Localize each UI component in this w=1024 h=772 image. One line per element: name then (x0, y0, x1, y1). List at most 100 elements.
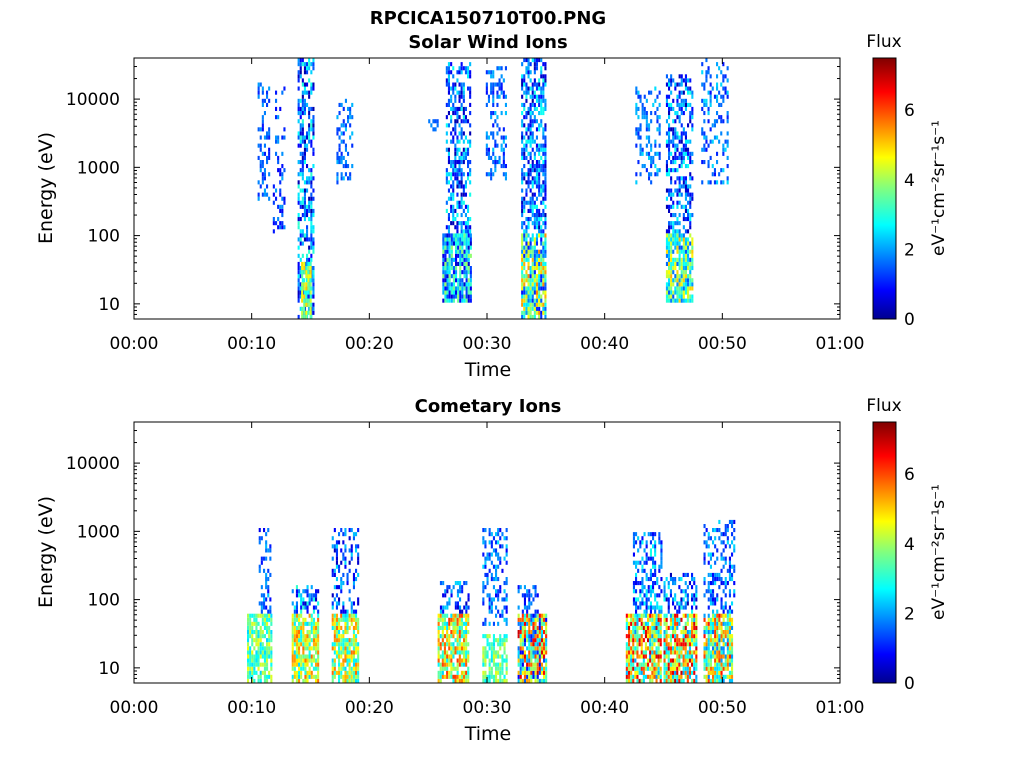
spectrogram-cell (258, 193, 260, 197)
spectrogram-cell (653, 675, 655, 679)
spectrogram-cell (461, 103, 463, 107)
spectrogram-cell (349, 528, 351, 532)
y-axis-label: Energy (eV) (35, 132, 57, 244)
spectrogram-cell (708, 589, 710, 593)
spectrogram-cell (689, 634, 691, 638)
spectrogram-cell (499, 679, 501, 683)
spectrogram-cell (635, 606, 637, 610)
spectrogram-cell (676, 646, 678, 650)
spectrogram-cell (489, 597, 491, 601)
spectrogram-cell (731, 610, 733, 614)
spectrogram-cell (450, 618, 452, 622)
spectrogram-cell (683, 213, 685, 217)
spectrogram-cell (447, 242, 449, 246)
spectrogram-cell (708, 561, 710, 565)
spectrogram-cell (347, 630, 349, 634)
spectrogram-cell (545, 646, 547, 650)
spectrogram-cell (334, 642, 336, 646)
spectrogram-cell (714, 136, 716, 140)
spectrogram-cell (544, 299, 546, 303)
spectrogram-cell (446, 168, 448, 172)
spectrogram-cell (689, 201, 691, 205)
spectrogram-cell (706, 663, 708, 667)
spectrogram-cell (683, 295, 685, 299)
spectrogram-cell (306, 62, 308, 66)
spectrogram-cell (304, 642, 306, 646)
spectrogram-cell (459, 258, 461, 262)
spectrogram-cell (712, 655, 714, 659)
spectrogram-cell (310, 291, 312, 295)
spectrogram-cell (716, 548, 718, 552)
spectrogram-cell (450, 62, 452, 66)
spectrogram-cell (672, 597, 674, 601)
spectrogram-cell (522, 663, 524, 667)
spectrogram-cell (268, 618, 270, 622)
spectrogram-cell (351, 622, 353, 626)
spectrogram-cell (452, 197, 454, 201)
spectrogram-cell (538, 266, 540, 270)
spectrogram-cell (466, 233, 468, 237)
spectrogram-cell (644, 593, 646, 597)
spectrogram-cell (678, 577, 680, 581)
spectrogram-cell (652, 532, 654, 536)
spectrogram-cell (687, 103, 689, 107)
spectrogram-cell (438, 675, 440, 679)
spectrogram-cell (632, 646, 634, 650)
spectrogram-cell (277, 160, 279, 164)
spectrogram-cell (281, 205, 283, 209)
spectrogram-cell (676, 217, 678, 221)
spectrogram-cell (530, 618, 532, 622)
spectrogram-cell (258, 197, 260, 201)
spectrogram-cell (521, 266, 523, 270)
spectrogram-cell (456, 205, 458, 209)
spectrogram-cell (545, 622, 547, 626)
spectrogram-cell (302, 107, 304, 111)
spectrogram-cell (532, 184, 534, 188)
spectrogram-cell (674, 597, 676, 601)
spectrogram-cell (532, 650, 534, 654)
spectrogram-cell (275, 140, 277, 144)
spectrogram-cell (334, 573, 336, 577)
spectrogram-cell (536, 99, 538, 103)
spectrogram-cell (493, 638, 495, 642)
spectrogram-cell (526, 593, 528, 597)
spectrogram-cell (456, 193, 458, 197)
spectrogram-cell (637, 536, 639, 540)
spectrogram-cell (269, 610, 271, 614)
spectrogram-cell (521, 119, 523, 123)
spectrogram-cell (532, 209, 534, 213)
spectrogram-cell (448, 160, 450, 164)
spectrogram-cell (438, 626, 440, 630)
spectrogram-cell (672, 119, 674, 123)
spectrogram-cell (672, 601, 674, 605)
spectrogram-cell (630, 667, 632, 671)
spectrogram-cell (313, 626, 315, 630)
spectrogram-cell (270, 650, 272, 654)
spectrogram-cell (262, 123, 264, 127)
spectrogram-cell (518, 618, 520, 622)
spectrogram-cell (468, 278, 470, 282)
spectrogram-cell (544, 62, 546, 66)
spectrogram-cell (674, 136, 676, 140)
spectrogram-cell (357, 642, 359, 646)
spectrogram-cell (647, 626, 649, 630)
spectrogram-cell (298, 671, 300, 675)
spectrogram-cell (518, 622, 520, 626)
spectrogram-cell (654, 111, 656, 115)
spectrogram-cell (628, 626, 630, 630)
spectrogram-cell (637, 548, 639, 552)
spectrogram-cell (470, 286, 472, 290)
spectrogram-cell (450, 221, 452, 225)
spectrogram-cell (446, 103, 448, 107)
spectrogram-cell (685, 671, 687, 675)
spectrogram-cell (536, 278, 538, 282)
spectrogram-cell (681, 103, 683, 107)
spectrogram-cell (298, 626, 300, 630)
spectrogram-cell (664, 679, 666, 683)
spectrogram-cell (687, 152, 689, 156)
figure-title: RPCICA150710T00.PNG (370, 8, 606, 29)
spectrogram-cell (336, 557, 338, 561)
x-axis-label: Time (464, 359, 512, 381)
spectrogram-cell (689, 655, 691, 659)
spectrogram-cell (695, 663, 697, 667)
